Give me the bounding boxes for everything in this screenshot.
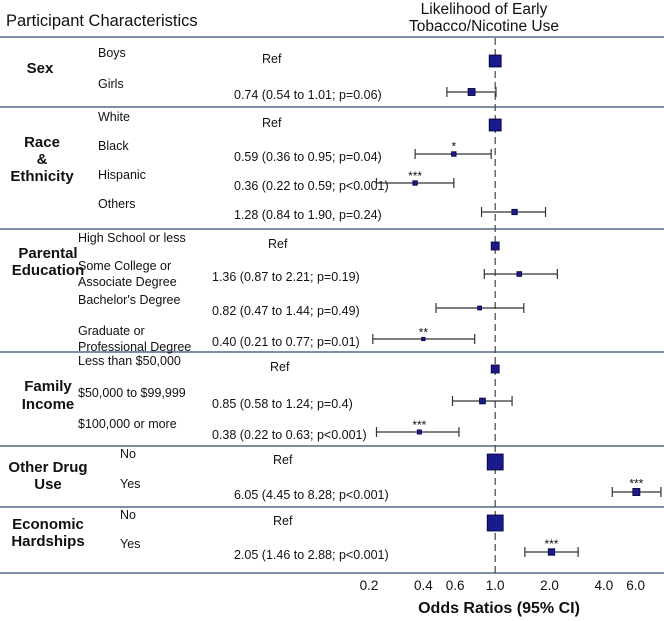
left-header: Participant Characteristics [6,12,198,30]
or-marker [479,397,486,405]
estimate-text: Ref [262,52,282,66]
row-label: Girls [98,77,124,91]
estimate-text: 0.82 (0.47 to 1.44; p=0.49) [212,304,360,318]
or-marker [547,548,556,556]
estimate-text: Ref [268,237,288,251]
x-tick-label: 1.0 [486,578,505,593]
or-marker [477,305,483,311]
significance-mark: *** [408,169,422,183]
x-tick-label: 2.0 [540,578,559,593]
group-label: Use [34,476,62,493]
estimate-text: 0.40 (0.21 to 0.77; p=0.01) [212,335,360,349]
x-tick-label: 6.0 [626,578,645,593]
group-separators [0,36,664,574]
ref-marker [488,54,502,68]
group-0: Sex Boys Ref Girls 0.74 (0.54 to 1.01; p=0.0… [27,46,502,102]
estimate-text: 6.05 (4.45 to 8.28; p<0.001) [234,488,389,502]
ref-marker [486,453,504,471]
estimate-text: 0.85 (0.58 to 1.24; p=0.4) [212,397,353,411]
row-label: Bachelor's Degree [78,293,180,307]
row-label: Professional Degree [78,340,191,354]
group-label: & [37,151,48,168]
estimate-text: Ref [273,453,293,467]
estimate-text: 0.36 (0.22 to 0.59; p<0.001) [234,179,389,193]
group-label: Ethnicity [10,168,74,185]
estimate-text: 0.38 (0.22 to 0.63; p<0.001) [212,428,367,442]
x-tick-label: 0.2 [360,578,379,593]
estimate-text: 1.28 (0.84 to 1.90, p=0.24) [234,208,382,222]
estimate-text: 2.05 (1.46 to 2.88; p<0.001) [234,548,389,562]
estimate-text: 0.59 (0.36 to 0.95; p=0.04) [234,150,382,164]
row-label: Some College or [78,259,171,273]
or-marker [412,180,418,186]
row-label: $50,000 to $99,999 [78,386,186,400]
estimate-text: 1.36 (0.87 to 2.21; p=0.19) [212,270,360,284]
group-label: Sex [27,60,54,77]
x-tick-label: 0.6 [446,578,465,593]
ref-marker [488,118,502,132]
row-label: Others [98,197,136,211]
row-label: Associate Degree [78,275,177,289]
x-axis: 0.2 0.4 0.6 1.0 2.0 4.0 6.0 [360,578,645,593]
group-1: Race&Ethnicity White Ref Black 0.59 (0.36 to… [10,110,547,222]
groups-layer: Sex Boys Ref Girls 0.74 (0.54 to 1.01; p=0.0… [8,46,662,562]
row-label: $100,000 or more [78,417,177,431]
row-label: Hispanic [98,168,146,182]
ref-marker [486,514,504,532]
or-marker [632,488,641,496]
group-label: Family [24,378,72,395]
group-label: Race [24,134,60,151]
row-label: Black [98,139,129,153]
x-tick-label: 4.0 [595,578,614,593]
row-label: Yes [120,537,140,551]
or-marker [416,429,422,435]
estimate-text: Ref [273,514,293,528]
x-axis-label: Odds Ratios (95% CI) [418,600,580,617]
group-label: Income [22,396,75,413]
significance-mark: *** [629,476,643,490]
significance-mark: * [451,140,456,154]
group-label: Education [12,262,85,279]
group-label: Other Drug [8,459,87,476]
or-marker [451,151,457,157]
row-label: High School or less [78,231,186,245]
or-marker [421,336,426,342]
or-marker [467,88,476,96]
row-label: Graduate or [78,324,145,338]
significance-mark: ** [419,325,429,339]
estimate-text: Ref [270,360,290,374]
or-marker [516,271,523,277]
row-label: White [98,110,130,124]
row-label: No [120,447,136,461]
group-label: Parental [18,245,77,262]
estimate-text: 0.74 (0.54 to 1.01; p=0.06) [234,88,382,102]
group-label: Economic [12,516,84,533]
row-label: Boys [98,46,126,60]
ref-marker [490,364,500,374]
or-marker [511,208,518,216]
significance-mark: *** [412,418,426,432]
ref-marker [490,241,500,251]
significance-mark: *** [544,537,558,551]
row-label: Less than $50,000 [78,354,181,368]
x-tick-label: 0.4 [414,578,433,593]
row-label: Yes [120,477,140,491]
estimate-text: Ref [262,116,282,130]
group-label: Hardships [11,533,84,550]
row-label: No [120,508,136,522]
right-header-line1: Likelihood of Early [421,1,548,18]
right-header-line2: Tobacco/Nicotine Use [409,18,559,35]
